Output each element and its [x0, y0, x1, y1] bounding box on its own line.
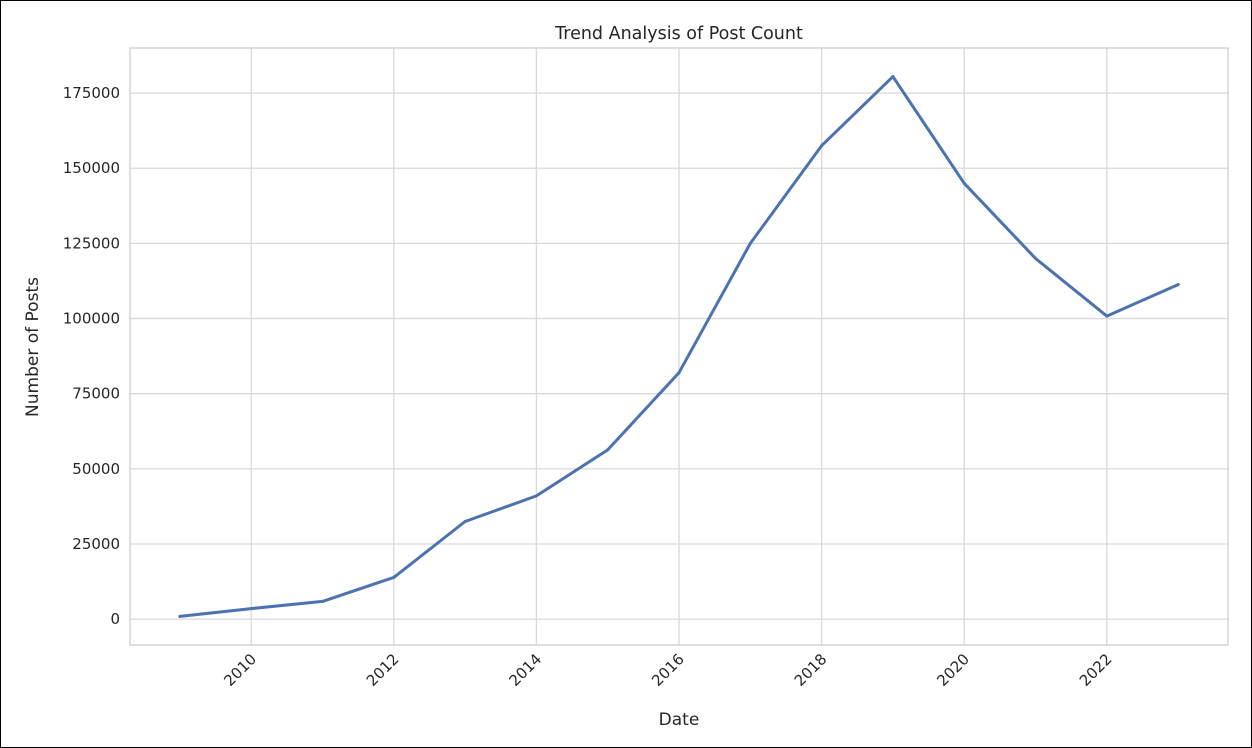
grid-lines	[130, 48, 1228, 645]
data-point	[392, 575, 396, 579]
x-tick-label: 2020	[933, 650, 973, 690]
data-point	[677, 371, 681, 375]
y-tick-label: 150000	[63, 159, 120, 177]
chart-title: Trend Analysis of Post Count	[554, 24, 803, 44]
data-point	[820, 144, 824, 148]
y-axis-title: Number of Posts	[23, 277, 43, 417]
x-tick-label: 2014	[506, 650, 546, 690]
data-point	[748, 241, 752, 245]
data-point	[606, 448, 610, 452]
data-point	[1033, 256, 1037, 260]
data-point	[891, 75, 895, 79]
y-tick-label: 175000	[63, 84, 120, 102]
y-tick-label: 100000	[63, 310, 120, 328]
x-tick-label: 2012	[363, 650, 403, 690]
data-point	[962, 181, 966, 185]
y-tick-label: 75000	[72, 385, 120, 403]
y-tick-labels: 0 25000 50000 75000 100000 125000 150000 175000	[63, 84, 120, 628]
series-lines	[178, 75, 1180, 618]
y-tick-label: 125000	[63, 234, 120, 252]
plot-border	[129, 47, 1229, 646]
data-point	[249, 607, 253, 611]
y-tick-label: 0	[110, 610, 120, 628]
x-tick-labels: 2010 2012 2014 2016 2018 2020 2022	[220, 650, 1115, 690]
data-point	[1105, 314, 1109, 318]
data-point	[463, 519, 467, 523]
x-tick-label: 2022	[1076, 650, 1116, 690]
x-tick-label: 2010	[220, 650, 260, 690]
x-axis-title: Date	[659, 710, 700, 730]
data-point	[178, 614, 182, 618]
y-tick-label: 50000	[72, 460, 120, 478]
data-point	[321, 599, 325, 603]
x-tick-label: 2018	[791, 650, 831, 690]
y-tick-label: 25000	[72, 535, 120, 553]
data-point	[1176, 283, 1180, 287]
x-tick-label: 2016	[648, 650, 688, 690]
data-point	[534, 494, 538, 498]
